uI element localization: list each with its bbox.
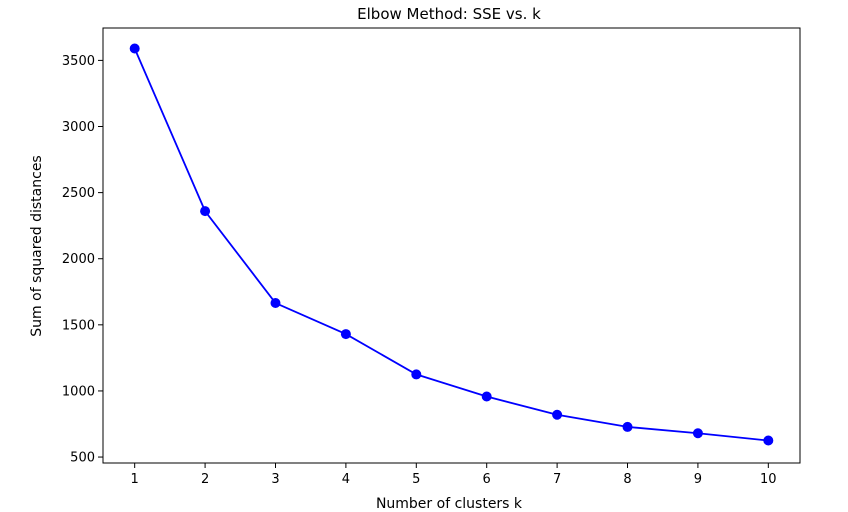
- x-tick-label: 4: [342, 472, 350, 487]
- x-tick-label: 2: [201, 472, 209, 487]
- x-axis-label: Number of clusters k: [376, 496, 523, 512]
- y-tick-label: 500: [70, 451, 95, 466]
- y-tick-label: 2500: [62, 186, 95, 201]
- series-line: [133, 48, 769, 442]
- x-tick-label: 10: [760, 472, 777, 487]
- y-tick-label: 1000: [62, 384, 95, 399]
- plot-area-frame: [102, 27, 801, 464]
- data-point: [340, 329, 351, 340]
- x-axis: 1 2 3 4 5 6 7 8 9 10: [131, 463, 777, 487]
- series-group: [129, 43, 774, 446]
- data-point: [200, 206, 211, 217]
- x-tick-label: 7: [553, 472, 561, 487]
- x-tick-label: 8: [623, 472, 631, 487]
- x-tick-label: 9: [694, 472, 702, 487]
- y-axis-label: Sum of squared distances: [29, 155, 45, 336]
- x-tick-label: 1: [131, 472, 139, 487]
- y-tick-label: 3500: [62, 54, 95, 69]
- data-point: [411, 369, 422, 380]
- data-point: [692, 428, 703, 439]
- y-tick-label: 3000: [62, 120, 95, 135]
- data-point: [270, 298, 281, 309]
- chart-title: Elbow Method: SSE vs. k: [357, 5, 541, 23]
- x-tick-label: 5: [412, 472, 420, 487]
- x-tick-label: 3: [271, 472, 279, 487]
- y-tick-label: 1500: [62, 318, 95, 333]
- data-point: [129, 43, 140, 54]
- y-tick-label: 2000: [62, 252, 95, 267]
- data-point: [763, 435, 774, 446]
- data-point: [622, 421, 633, 432]
- data-point: [481, 391, 492, 402]
- x-tick-label: 6: [483, 472, 491, 487]
- y-axis: 500 1000 1500 2000 2500 3000 3500: [62, 54, 103, 466]
- data-point: [552, 409, 563, 420]
